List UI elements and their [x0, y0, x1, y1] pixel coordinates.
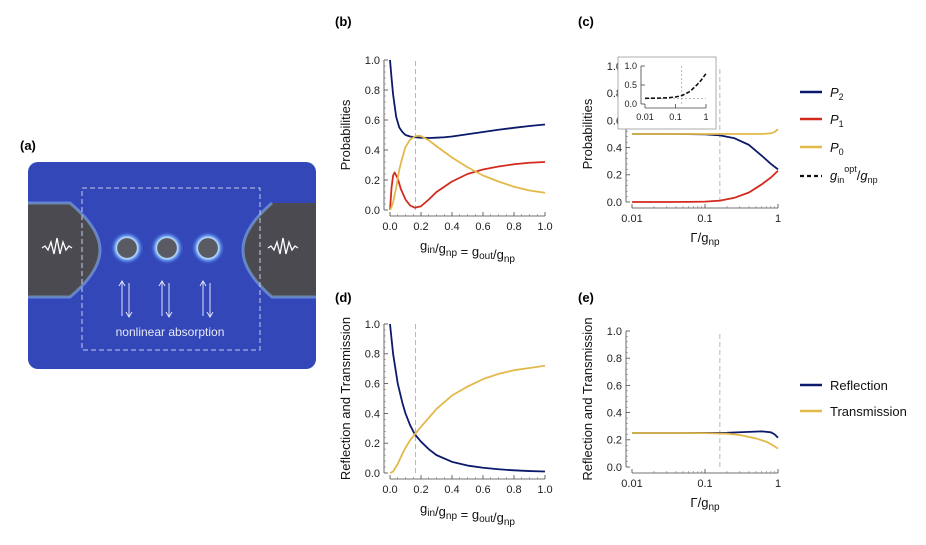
chart-c: 0.00.20.40.60.81.00.01 0.1 1ProbabilitiesΓ… [580, 56, 781, 248]
emitter-icon [191, 231, 225, 265]
x-axis-label: gin/gnp = gout/gnp [420, 501, 515, 528]
left-wavepacket-icon [41, 237, 73, 255]
legend-e: Reflection Transmission [800, 378, 907, 419]
schematic-caption: nonlinear absorption [116, 325, 225, 339]
y-axis-label: Probabilities [580, 98, 595, 169]
panel-d-label: (d) [335, 290, 352, 305]
x-tick-label: 0.6 [475, 484, 490, 496]
y-tick-label: 0.2 [365, 175, 380, 187]
x-tick-label: 0.4 [444, 221, 459, 233]
panel-e-label: (e) [578, 290, 594, 305]
x-tick-label: 0.0 [382, 484, 397, 496]
x-tick-label: 0.8 [506, 484, 521, 496]
y-tick-label: 0.0 [607, 462, 622, 474]
y-tick-label: 0.2 [365, 438, 380, 450]
x-tick-label: 0.0 [382, 221, 397, 233]
series-p0-line [389, 134, 546, 211]
series-reflection-line [389, 323, 546, 473]
legend-label-reflection: Reflection [830, 378, 888, 393]
x-tick-label: 1 [775, 213, 781, 225]
y-axis-label: Probabilities [338, 99, 353, 170]
y-tick-label: 0.6 [607, 380, 622, 392]
x-tick-label: 0.1 [669, 112, 682, 122]
x-tick-label: 0.8 [506, 221, 521, 233]
emitter-icon [150, 231, 184, 265]
plots: 0.0 0.2 0.4 0.6 0.8 1.0 0.0 0.2 0.4 0.6 0.8 1.0 Prob… [338, 55, 781, 528]
y-tick-label: 1.0 [365, 55, 380, 67]
series-transmission-line [389, 364, 546, 474]
y-tick-label: 1.0 [624, 61, 637, 71]
panel-b-label: (b) [335, 14, 352, 29]
y-tick-label: 0.0 [607, 197, 622, 209]
y-tick-label: 0.8 [607, 353, 622, 365]
series-p2-line [389, 59, 546, 139]
x-tick-label: 0.01 [621, 213, 642, 225]
series-p0-line [632, 128, 779, 135]
y-tick-label: 0.0 [365, 468, 380, 480]
legend-c: P2 P1 P0 ginopt/gnp [800, 85, 878, 185]
panel-c-label: (c) [578, 14, 594, 29]
x-tick-label: 1.0 [537, 221, 552, 233]
series-transmission-line [632, 432, 779, 450]
y-axis-label: Reflection and Transmission [338, 317, 353, 480]
y-tick-label: 0.6 [365, 378, 380, 390]
y-tick-label: 0.4 [365, 408, 380, 420]
y-tick-label: 0.8 [365, 349, 380, 361]
x-tick-label: 0.2 [413, 484, 428, 496]
x-tick-label: 0.01 [636, 112, 654, 122]
inset-chart: 0.0 0.5 1.0 0.01 0.1 1 [617, 56, 717, 130]
y-tick-label: 0.4 [365, 145, 380, 157]
inset-frame [617, 56, 717, 130]
x-tick-label: 0.2 [413, 221, 428, 233]
y-tick-label: 0.5 [624, 80, 637, 90]
y-tick-label: 0.4 [607, 142, 622, 154]
chart-d: 0.0 0.2 0.4 0.6 0.8 1.0 0.0 0.2 0.4 0.6 0.8 1.0 Refl… [338, 317, 553, 528]
legend-label-p0: P0 [830, 140, 844, 157]
x-tick-label: 1 [703, 112, 708, 122]
series-g-in-opt-g-np-line [644, 73, 707, 100]
y-axis-label: Reflection and Transmission [580, 317, 595, 480]
series-p2-line [632, 133, 779, 171]
y-tick-label: 1.0 [365, 319, 380, 331]
right-wavepacket-icon [267, 237, 299, 255]
x-axis-label: Γ/gnp [690, 495, 720, 513]
chart-e: 0.0 0.2 0.4 0.6 0.8 1.0 0.01 0.1 1 Reflection and… [580, 317, 781, 513]
x-tick-label: 1 [775, 478, 781, 490]
x-tick-label: 0.1 [697, 213, 712, 225]
y-tick-label: 0.8 [365, 85, 380, 97]
legend-label-p1: P1 [830, 112, 844, 129]
legend-label-gopt: ginopt/gnp [830, 164, 878, 185]
x-tick-label: 0.6 [475, 221, 490, 233]
x-tick-label: 0.1 [697, 478, 712, 490]
x-axis-label: gin/gnp = gout/gnp [420, 238, 515, 265]
y-tick-label: 0.4 [607, 407, 622, 419]
legend-label-p2: P2 [830, 85, 844, 102]
up-down-arrows-icon [118, 280, 214, 318]
series-p1-line [389, 161, 546, 211]
y-tick-label: 0.0 [624, 99, 637, 109]
x-tick-label: 0.01 [621, 478, 642, 490]
x-tick-label: 0.4 [444, 484, 459, 496]
x-axis-label: Γ/gnp [690, 230, 720, 248]
interaction-region [81, 187, 261, 351]
x-tick-label: 1.0 [537, 484, 552, 496]
series-p1-line [632, 170, 779, 203]
panel-a-label: (a) [20, 138, 36, 153]
chart-b: 0.0 0.2 0.4 0.6 0.8 1.0 0.0 0.2 0.4 0.6 0.8 1.0 Prob… [338, 55, 553, 265]
y-tick-label: 0.2 [607, 170, 622, 182]
y-tick-label: 0.6 [365, 115, 380, 127]
schematic-background [28, 162, 316, 369]
emitter-icon [110, 231, 144, 265]
legend-label-transmission: Transmission [830, 404, 907, 419]
y-tick-label: 0.0 [365, 205, 380, 217]
y-tick-label: 0.2 [607, 435, 622, 447]
panel-a: (a) nonlinear absorption [20, 138, 316, 369]
y-tick-label: 1.0 [607, 326, 622, 338]
